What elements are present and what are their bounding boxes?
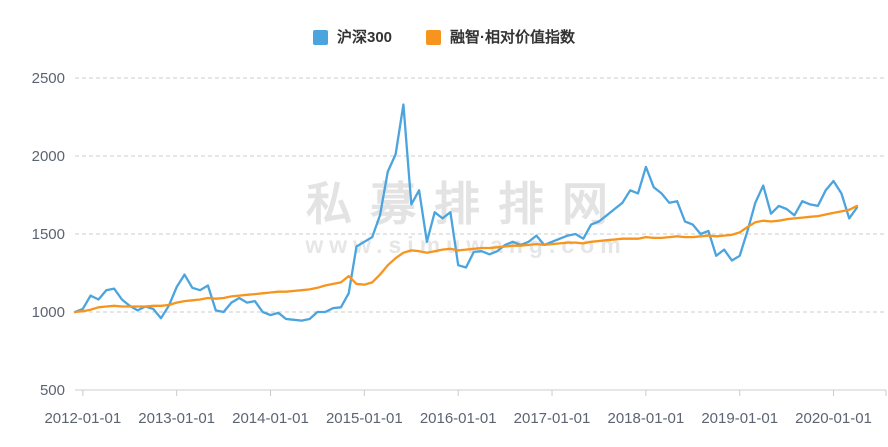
legend-item-csi300[interactable]: 沪深300 bbox=[312, 29, 393, 46]
legend-label-csi300: 沪深300 bbox=[336, 29, 393, 46]
x-axis-label-2016: 2016-01-01 bbox=[420, 410, 497, 427]
x-axis-label-2013: 2013-01-01 bbox=[138, 410, 215, 427]
x-axis-label-2018: 2018-01-01 bbox=[607, 410, 684, 427]
legend-item-rongzhi[interactable]: 融智·相对价值指数 bbox=[426, 30, 575, 45]
x-axis-label-2012: 2012-01-01 bbox=[44, 410, 121, 427]
y-axis-label-1500: 1500 bbox=[32, 226, 65, 243]
y-axis-label-500: 500 bbox=[40, 382, 65, 399]
y-axis-label-1000: 1000 bbox=[32, 304, 65, 321]
x-axis-label-2019: 2019-01-01 bbox=[701, 410, 778, 427]
x-axis-label-2020: 2020-01-01 bbox=[795, 410, 872, 427]
rongzhi-swatch-icon bbox=[426, 30, 442, 45]
series-line-csi300 bbox=[73, 103, 859, 322]
x-axis-label-2014: 2014-01-01 bbox=[232, 410, 309, 427]
legend-label-rongzhi: 融智·相对价值指数 bbox=[450, 29, 576, 46]
y-axis-label-2500: 2500 bbox=[32, 70, 65, 87]
legend: 沪深300 融智·相对价值指数 bbox=[0, 30, 888, 45]
y-axis-label-2000: 2000 bbox=[32, 148, 65, 165]
csi300-swatch-icon bbox=[312, 30, 328, 45]
x-axis-label-2017: 2017-01-01 bbox=[514, 410, 591, 427]
series-line-rongzhi bbox=[73, 204, 859, 314]
x-axis-label-2015: 2015-01-01 bbox=[326, 410, 403, 427]
